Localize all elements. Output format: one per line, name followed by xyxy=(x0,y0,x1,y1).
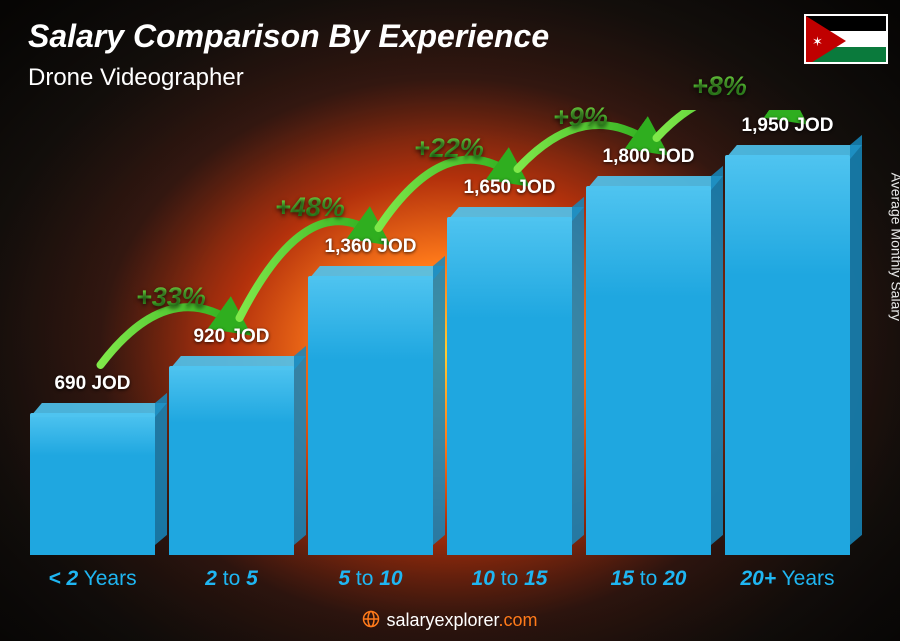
country-flag-icon: ✶ xyxy=(804,14,888,64)
bar: 1,950 JOD xyxy=(725,155,850,555)
bar-side xyxy=(850,135,862,545)
bar-top xyxy=(169,356,306,370)
bar-side xyxy=(433,256,445,545)
bar-chart: 690 JOD920 JOD1,360 JOD1,650 JOD1,800 JO… xyxy=(30,110,850,591)
globe-icon xyxy=(362,610,380,628)
bar-side xyxy=(294,346,306,545)
footer-attribution: salaryexplorer.com xyxy=(0,610,900,631)
flag-star-icon: ✶ xyxy=(812,34,823,50)
x-axis-label: 2 to 5 xyxy=(169,567,294,591)
y-axis-label: Average Monthly Salary xyxy=(888,172,900,320)
bar-front xyxy=(725,155,850,555)
bar: 1,800 JOD xyxy=(586,186,711,555)
bar: 1,650 JOD xyxy=(447,217,572,555)
bar-value-label: 1,800 JOD xyxy=(561,146,736,168)
bar-top xyxy=(308,266,445,280)
increment-label: +48% xyxy=(275,192,345,223)
increment-label: +22% xyxy=(414,133,484,164)
bar-front xyxy=(586,186,711,555)
bar-value-label: 690 JOD xyxy=(5,373,180,395)
bar-side xyxy=(572,197,584,545)
bar-column: 1,800 JOD xyxy=(586,186,711,555)
bar-front xyxy=(169,366,294,555)
bar-column: 1,650 JOD xyxy=(447,217,572,555)
chart-stage: Salary Comparison By Experience Drone Vi… xyxy=(0,0,900,641)
increment-label: +8% xyxy=(692,71,747,102)
footer-site-name: salaryexplorer.com xyxy=(386,610,537,630)
x-axis-label: 5 to 10 xyxy=(308,567,433,591)
bar-value-label: 1,360 JOD xyxy=(283,236,458,258)
bar: 690 JOD xyxy=(30,413,155,555)
bar-top xyxy=(586,176,723,190)
bar-column: 1,360 JOD xyxy=(308,276,433,555)
x-labels: < 2 Years 2 to 5 5 to 10 10 to 15 15 to 20 20… xyxy=(30,567,850,591)
bar-value-label: 920 JOD xyxy=(144,326,319,348)
bar-top xyxy=(447,207,584,221)
bar-front xyxy=(447,217,572,555)
bar-column: 920 JOD xyxy=(169,366,294,555)
bar-column: 1,950 JOD xyxy=(725,155,850,555)
x-axis-label: < 2 Years xyxy=(30,567,155,591)
bar-top xyxy=(725,145,862,159)
bar-value-label: 1,950 JOD xyxy=(700,115,875,137)
bar-side xyxy=(155,393,167,545)
chart-title: Salary Comparison By Experience xyxy=(28,18,549,55)
bar: 920 JOD xyxy=(169,366,294,555)
bar-value-label: 1,650 JOD xyxy=(422,177,597,199)
x-axis-label: 15 to 20 xyxy=(586,567,711,591)
bar-front xyxy=(308,276,433,555)
bars-container: 690 JOD920 JOD1,360 JOD1,650 JOD1,800 JO… xyxy=(30,110,850,555)
bar-column: 690 JOD xyxy=(30,413,155,555)
x-axis-label: 20+ Years xyxy=(725,567,850,591)
increment-label: +9% xyxy=(553,102,608,133)
x-axis-label: 10 to 15 xyxy=(447,567,572,591)
bar-top xyxy=(30,403,167,417)
bar: 1,360 JOD xyxy=(308,276,433,555)
bar-side xyxy=(711,166,723,545)
increment-label: +33% xyxy=(136,282,206,313)
chart-subtitle: Drone Videographer xyxy=(28,64,244,92)
bar-front xyxy=(30,413,155,555)
